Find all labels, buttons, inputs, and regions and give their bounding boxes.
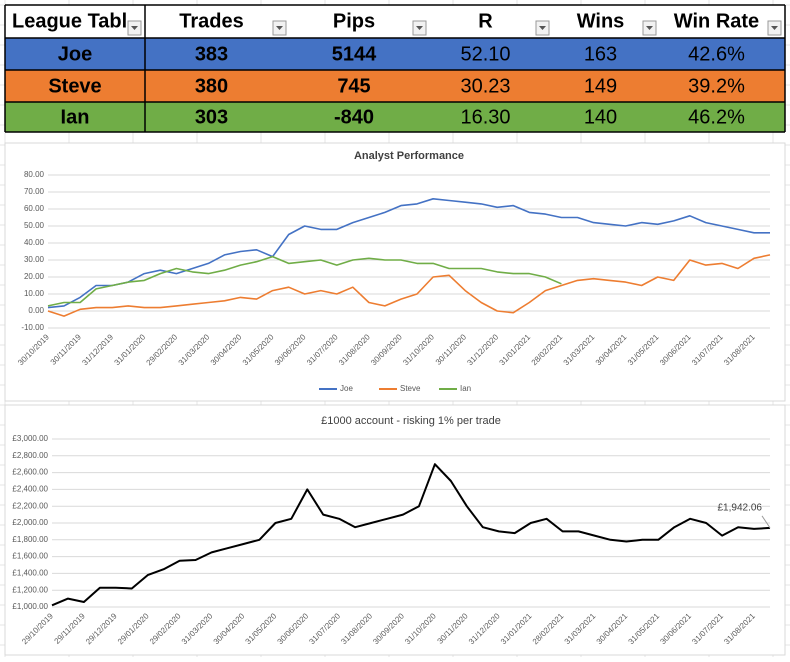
table-row (5, 102, 785, 132)
filter-arrow (131, 26, 138, 30)
y-tick-label: 80.00 (24, 170, 45, 179)
header-cell: Win Rate (674, 10, 759, 32)
chart-area (4, 142, 786, 402)
chart-title: Analyst Performance (354, 150, 464, 162)
line-series (51, 463, 771, 607)
filter-arrow (771, 26, 778, 30)
table-cell: 30.23 (460, 75, 510, 97)
filter-arrow (276, 26, 283, 30)
table-cell: 380 (195, 75, 228, 97)
table-cell: Ian (61, 106, 90, 128)
table-cell: Joe (58, 43, 92, 65)
table-cell: 163 (584, 43, 617, 65)
y-tick-label: £1,000.00 (12, 602, 48, 611)
line-series (47, 254, 771, 317)
y-tick-label: £1,800.00 (12, 535, 48, 544)
header-cell: R (478, 10, 493, 32)
legend-label: Joe (340, 384, 353, 393)
y-tick-label: 0.00 (28, 306, 44, 315)
y-tick-label: £2,200.00 (12, 501, 48, 510)
legend-label: Steve (400, 384, 421, 393)
header-cell: Pips (333, 10, 375, 32)
y-tick-label: £1,600.00 (12, 552, 48, 561)
table-cell: 42.6% (688, 43, 745, 65)
table-cell: 5144 (332, 43, 377, 65)
y-tick-label: 70.00 (24, 187, 45, 196)
table-cell: 303 (195, 106, 228, 128)
y-tick-label: £1,400.00 (12, 569, 48, 578)
y-tick-label: £2,800.00 (12, 451, 48, 460)
y-tick-label: £2,000.00 (12, 518, 48, 527)
y-tick-label: £2,400.00 (12, 485, 48, 494)
chart-title: £1000 account - risking 1% per trade (321, 415, 501, 427)
y-tick-label: 40.00 (24, 238, 45, 247)
filter-arrow (646, 26, 653, 30)
table-cell: -840 (334, 106, 374, 128)
table-cell: Steve (48, 75, 101, 97)
data-label: £1,942.06 (718, 503, 763, 514)
table-cell: 46.2% (688, 106, 745, 128)
y-tick-label: 60.00 (24, 204, 45, 213)
table-cell: 39.2% (688, 75, 745, 97)
header-cell: Trades (179, 10, 243, 32)
table-cell: 140 (584, 106, 617, 128)
y-tick-label: £1,200.00 (12, 585, 48, 594)
y-tick-label: 20.00 (24, 272, 45, 281)
table-row (5, 70, 785, 102)
filter-arrow (539, 26, 546, 30)
table-cell: 383 (195, 43, 228, 65)
table-cell: 16.30 (460, 106, 510, 128)
table-row (5, 38, 785, 70)
y-tick-label: £3,000.00 (12, 434, 48, 443)
y-tick-label: 10.00 (24, 289, 45, 298)
header-cell: League Tabl (12, 10, 127, 32)
label-leader (761, 515, 771, 529)
y-tick-label: 50.00 (24, 221, 45, 230)
table-cell: 52.10 (460, 43, 510, 65)
line-series (47, 198, 770, 309)
chart-area (4, 404, 786, 656)
header-cell: Wins (577, 10, 625, 32)
table-cell: 149 (584, 75, 617, 97)
filter-arrow (416, 26, 423, 30)
y-tick-label: 30.00 (24, 255, 45, 264)
y-tick-label: £2,600.00 (12, 468, 48, 477)
table-cell: 745 (337, 75, 370, 97)
y-tick-label: -10.00 (21, 323, 44, 332)
legend-label: Ian (460, 384, 471, 393)
line-series (47, 255, 562, 307)
league-table: League Tabl Trades Pips R Wins Win Rate Joe 383… (4, 4, 786, 133)
